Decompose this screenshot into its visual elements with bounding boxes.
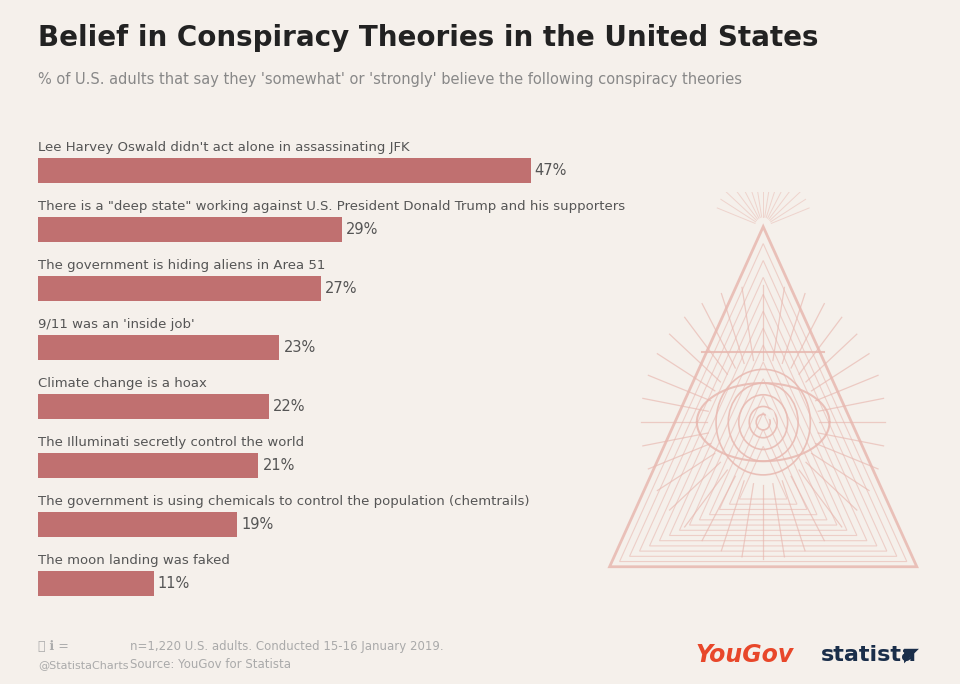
Bar xyxy=(38,217,342,241)
Circle shape xyxy=(766,410,775,419)
Text: The Illuminati secretly control the world: The Illuminati secretly control the worl… xyxy=(38,436,304,449)
Text: 11%: 11% xyxy=(157,576,190,591)
Bar xyxy=(38,394,269,419)
Text: Lee Harvey Oswald didn't act alone in assassinating JFK: Lee Harvey Oswald didn't act alone in as… xyxy=(38,141,410,154)
Text: The moon landing was faked: The moon landing was faked xyxy=(38,553,230,566)
Text: 22%: 22% xyxy=(273,399,305,414)
Text: YouGov: YouGov xyxy=(696,643,794,668)
Bar xyxy=(38,512,237,536)
Text: 21%: 21% xyxy=(262,458,295,473)
Text: 27%: 27% xyxy=(325,280,358,295)
Text: 29%: 29% xyxy=(347,222,378,237)
Text: The government is hiding aliens in Area 51: The government is hiding aliens in Area … xyxy=(38,259,325,272)
Text: n=1,220 U.S. adults. Conducted 15-16 January 2019.: n=1,220 U.S. adults. Conducted 15-16 Jan… xyxy=(130,640,444,653)
Text: 19%: 19% xyxy=(242,516,274,531)
Text: Climate change is a hoax: Climate change is a hoax xyxy=(38,377,207,390)
Bar xyxy=(38,453,258,477)
Bar xyxy=(38,158,531,183)
Text: There is a "deep state" working against U.S. President Donald Trump and his supp: There is a "deep state" working against … xyxy=(38,200,626,213)
Text: Belief in Conspiracy Theories in the United States: Belief in Conspiracy Theories in the Uni… xyxy=(38,24,819,52)
Text: @StatistaCharts: @StatistaCharts xyxy=(38,660,129,670)
Text: 47%: 47% xyxy=(535,163,567,178)
Text: statista: statista xyxy=(821,645,917,666)
Text: ◤: ◤ xyxy=(904,646,920,665)
Text: Source: YouGov for Statista: Source: YouGov for Statista xyxy=(130,658,291,672)
Bar xyxy=(38,276,322,301)
Text: 23%: 23% xyxy=(283,340,316,355)
Text: % of U.S. adults that say they 'somewhat' or 'strongly' believe the following co: % of U.S. adults that say they 'somewhat… xyxy=(38,72,742,87)
Text: Ⓒ ℹ =: Ⓒ ℹ = xyxy=(38,640,69,653)
Text: The government is using chemicals to control the population (chemtrails): The government is using chemicals to con… xyxy=(38,495,530,508)
Text: 9/11 was an 'inside job': 9/11 was an 'inside job' xyxy=(38,318,195,331)
Bar xyxy=(38,335,279,360)
Bar xyxy=(38,570,154,596)
